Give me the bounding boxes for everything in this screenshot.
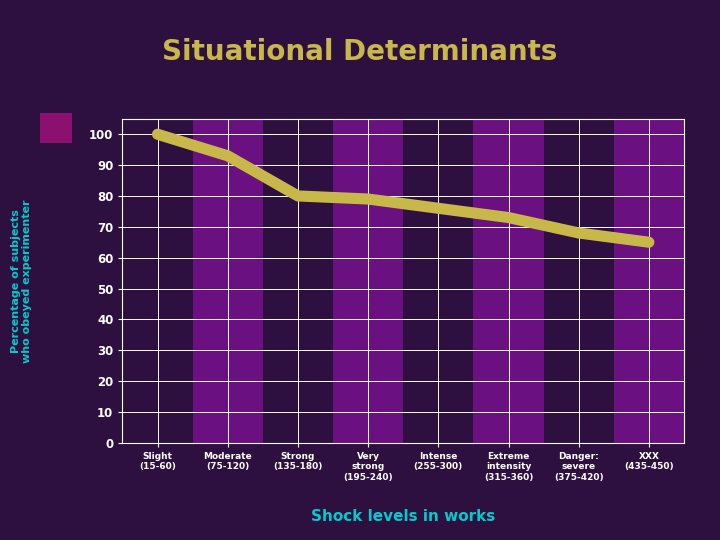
Bar: [474, 119, 544, 443]
Text: Percentage of subjects
who obeyed experimenter: Percentage of subjects who obeyed experi…: [11, 199, 32, 362]
Bar: [263, 119, 333, 443]
Bar: [613, 119, 684, 443]
Bar: [193, 119, 263, 443]
Bar: [122, 119, 193, 443]
Bar: [333, 119, 403, 443]
Text: Situational Determinants: Situational Determinants: [162, 38, 558, 66]
Text: Shock levels in works: Shock levels in works: [311, 509, 495, 524]
Bar: [403, 119, 474, 443]
Bar: [544, 119, 614, 443]
